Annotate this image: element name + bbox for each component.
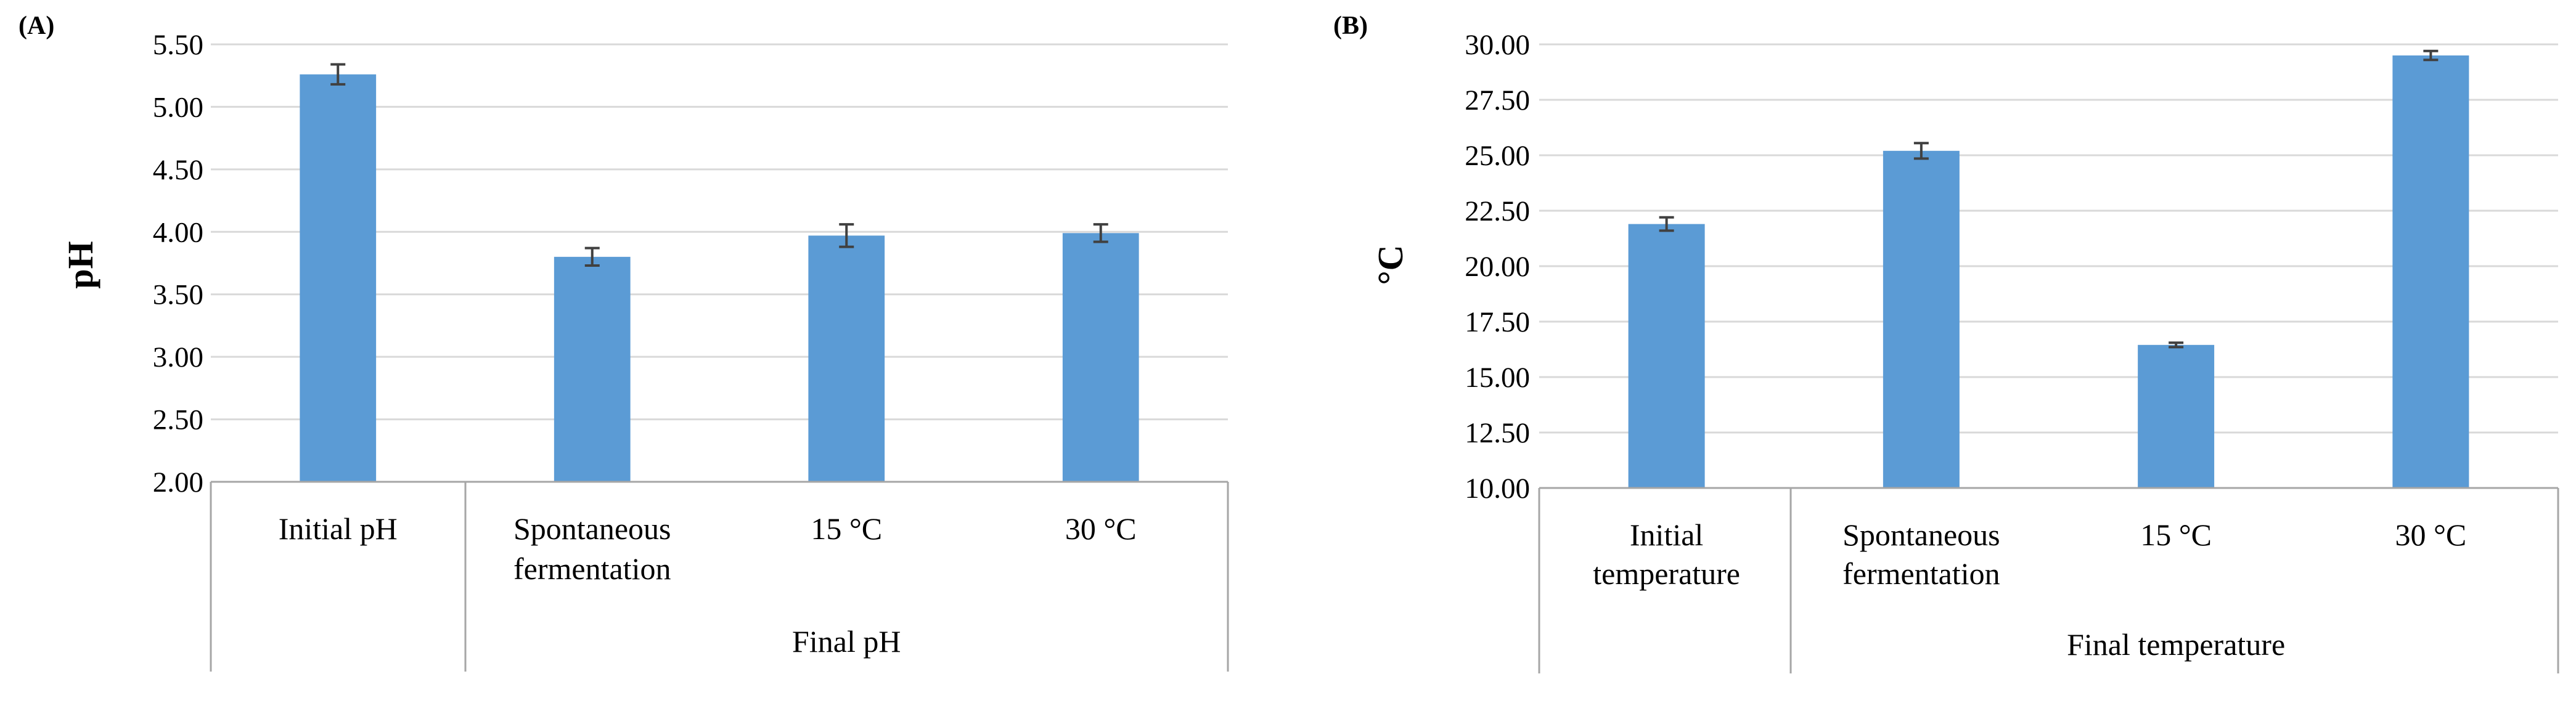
y-tick-label: 4.00	[153, 216, 203, 248]
y-tick-label: 10.00	[1465, 473, 1530, 505]
bar	[2138, 344, 2215, 488]
y-tick-label: 25.00	[1465, 140, 1530, 172]
bar	[808, 235, 885, 482]
panel-label: (B)	[1333, 12, 1368, 40]
y-tick-label: 27.50	[1465, 84, 1530, 116]
y-tick-label: 22.50	[1465, 195, 1530, 227]
y-tick-label: 5.50	[153, 29, 203, 61]
y-tick-label: 2.00	[153, 466, 203, 498]
y-axis-title: pH	[60, 241, 100, 288]
y-tick-label: 15.00	[1465, 362, 1530, 394]
error-bar	[2169, 341, 2184, 349]
bar	[300, 74, 377, 482]
category-label: 30 °C	[2395, 518, 2466, 552]
y-tick-label: 3.50	[153, 279, 203, 311]
chart-panel-b: (B) °C 10.00 12.50 15.00 17.50 20.00 22.50 25.00…	[1333, 12, 2559, 673]
group-label: Final temperature	[2067, 627, 2285, 662]
bar	[1628, 224, 1705, 488]
category-label: 15 °C	[2140, 518, 2212, 552]
y-axis-title: °C	[1370, 245, 1410, 285]
group-label: Final pH	[792, 624, 901, 659]
error-bar	[584, 246, 600, 267]
bar	[1062, 233, 1139, 482]
y-tick-label: 4.50	[153, 154, 203, 186]
y-tick-label: 5.00	[153, 91, 203, 123]
bar	[1883, 150, 1960, 489]
category-label: Initial pH	[279, 511, 398, 546]
category-label: Spontaneous	[1842, 518, 2000, 552]
category-label: Initial	[1630, 518, 1703, 552]
bar	[2392, 55, 2469, 488]
y-tick-label: 17.50	[1465, 306, 1530, 338]
y-tick-label: 12.50	[1465, 417, 1530, 449]
error-bar	[330, 63, 346, 86]
chart-panel-a: (A) pH 2.00 2.50 3.00 3.50 4.00 4.50 5.00 5.50 Ini…	[18, 12, 1229, 672]
error-bar	[839, 223, 854, 248]
category-label: temperature	[1593, 556, 1740, 591]
category-label: 30 °C	[1065, 511, 1137, 546]
category-label: Spontaneous	[513, 511, 671, 546]
bar	[554, 256, 631, 482]
y-tick-label: 20.00	[1465, 251, 1530, 283]
y-tick-label: 3.00	[153, 341, 203, 373]
y-tick-label: 2.50	[153, 404, 203, 436]
error-bar	[1093, 223, 1108, 243]
category-label: fermentation	[1842, 556, 2000, 591]
error-bar	[1659, 216, 1674, 232]
error-bar	[2423, 49, 2439, 62]
category-label: fermentation	[513, 551, 671, 586]
y-tick-label: 30.00	[1465, 29, 1530, 61]
category-label: 15 °C	[811, 511, 882, 546]
panel-label: (A)	[18, 12, 54, 40]
error-bar	[1913, 142, 1929, 160]
